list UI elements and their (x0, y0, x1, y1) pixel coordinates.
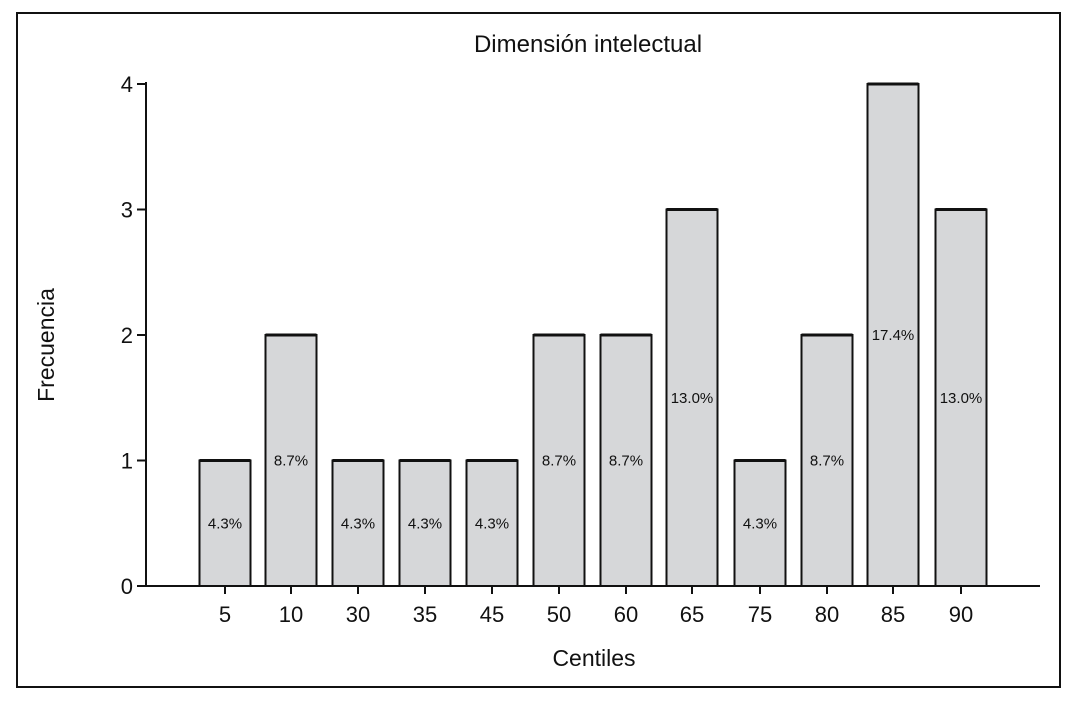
x-tick-label: 5 (219, 602, 231, 627)
y-axis-label: Frecuencia (33, 288, 59, 402)
x-tick-label: 30 (346, 602, 370, 627)
bar-data-label: 17.4% (872, 327, 915, 344)
y-tick-label: 3 (121, 198, 133, 223)
bar-data-label: 4.3% (743, 515, 777, 532)
bar-data-label: 4.3% (475, 515, 509, 532)
bar (866, 83, 920, 587)
bar-data-label: 8.7% (810, 453, 844, 470)
y-tick-label: 0 (121, 574, 133, 599)
bar (665, 208, 719, 587)
bar (465, 459, 519, 587)
bar (398, 459, 452, 587)
bar-data-label: 4.3% (341, 515, 375, 532)
bar (532, 334, 586, 587)
x-axis: 5 10 30 35 45 50 60 65 75 80 85 90 (146, 585, 1040, 627)
bar-data-label: 4.3% (408, 515, 442, 532)
bars: 4.3% 8.7% 4.3% 4.3% 4.3% 8.7% 8.7% 13.0% 4.3% 8.7… (198, 82, 988, 587)
x-tick-label: 60 (614, 602, 638, 627)
x-tick-label: 35 (413, 602, 437, 627)
x-tick-label: 80 (815, 602, 839, 627)
bar (934, 208, 988, 587)
x-axis-label: Centiles (552, 645, 635, 671)
bar-data-label: 8.7% (274, 453, 308, 470)
y-axis: 0 1 2 3 4 (121, 72, 147, 599)
bar (198, 459, 252, 587)
y-tick-label: 2 (121, 323, 133, 348)
y-tick-label: 4 (121, 72, 133, 97)
x-tick-label: 75 (748, 602, 772, 627)
bar (599, 334, 653, 587)
x-tick-label: 45 (480, 602, 504, 627)
bar-data-label: 4.3% (208, 515, 242, 532)
bar (264, 334, 318, 587)
bar-data-label: 8.7% (542, 453, 576, 470)
bar (800, 334, 854, 587)
bar-data-label: 13.0% (940, 390, 983, 407)
x-tick-label: 85 (881, 602, 905, 627)
y-tick-label: 1 (121, 449, 133, 474)
bar (733, 459, 787, 587)
x-tick-label: 65 (680, 602, 704, 627)
bar-data-label: 13.0% (671, 390, 714, 407)
bar-data-label: 8.7% (609, 453, 643, 470)
x-tick-label: 10 (279, 602, 303, 627)
x-tick-label: 50 (547, 602, 571, 627)
chart-title: Dimensión intelectual (474, 31, 702, 58)
x-tick-label: 90 (949, 602, 973, 627)
